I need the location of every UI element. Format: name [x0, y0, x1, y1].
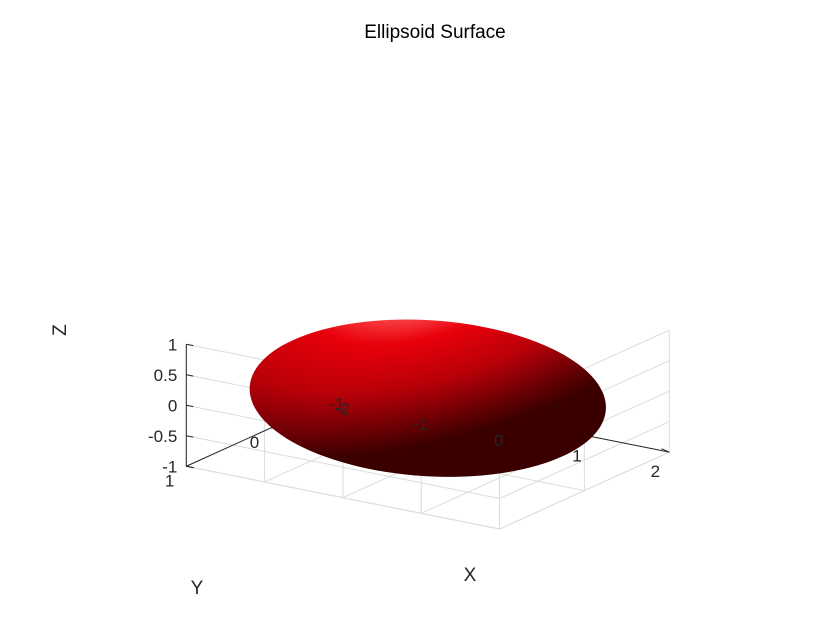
z-tick-label: -0.5 [148, 427, 177, 446]
z-tick-mark [186, 465, 194, 469]
x-axis-label: X [464, 565, 477, 586]
y-tick-label: 0 [250, 433, 259, 452]
x-tick-label: 0 [494, 431, 503, 450]
y-axis-label: Y [191, 578, 204, 599]
grid-line-side-z [499, 421, 670, 500]
chart-title: Ellipsoid Surface [364, 22, 506, 43]
z-tick-label: 1 [168, 335, 177, 354]
grid-line-back-z [186, 435, 500, 500]
y-tick-label: 1 [165, 471, 174, 490]
z-tick-mark [186, 404, 194, 408]
ellipsoid-surface [249, 319, 606, 477]
z-tick-label: 0.5 [154, 366, 178, 385]
grid-line-side-z [499, 451, 670, 530]
z-tick-label: -1 [162, 457, 177, 476]
z-tick-mark [186, 374, 194, 377]
x-tick-label: 1 [572, 446, 581, 465]
x-tick-mark [661, 448, 670, 453]
z-tick-mark [186, 435, 194, 438]
x-tick-label: 2 [651, 462, 660, 481]
z-tick-mark [186, 343, 194, 347]
grid-line-back-z [186, 465, 500, 530]
z-tick-label: 0 [168, 396, 177, 415]
x-tick-label: -1 [413, 415, 428, 434]
surface-layer [249, 319, 606, 477]
y-tick-label: -1 [329, 394, 344, 413]
z-axis-label: Z [50, 324, 71, 336]
x-tick-label: -2 [335, 399, 350, 418]
